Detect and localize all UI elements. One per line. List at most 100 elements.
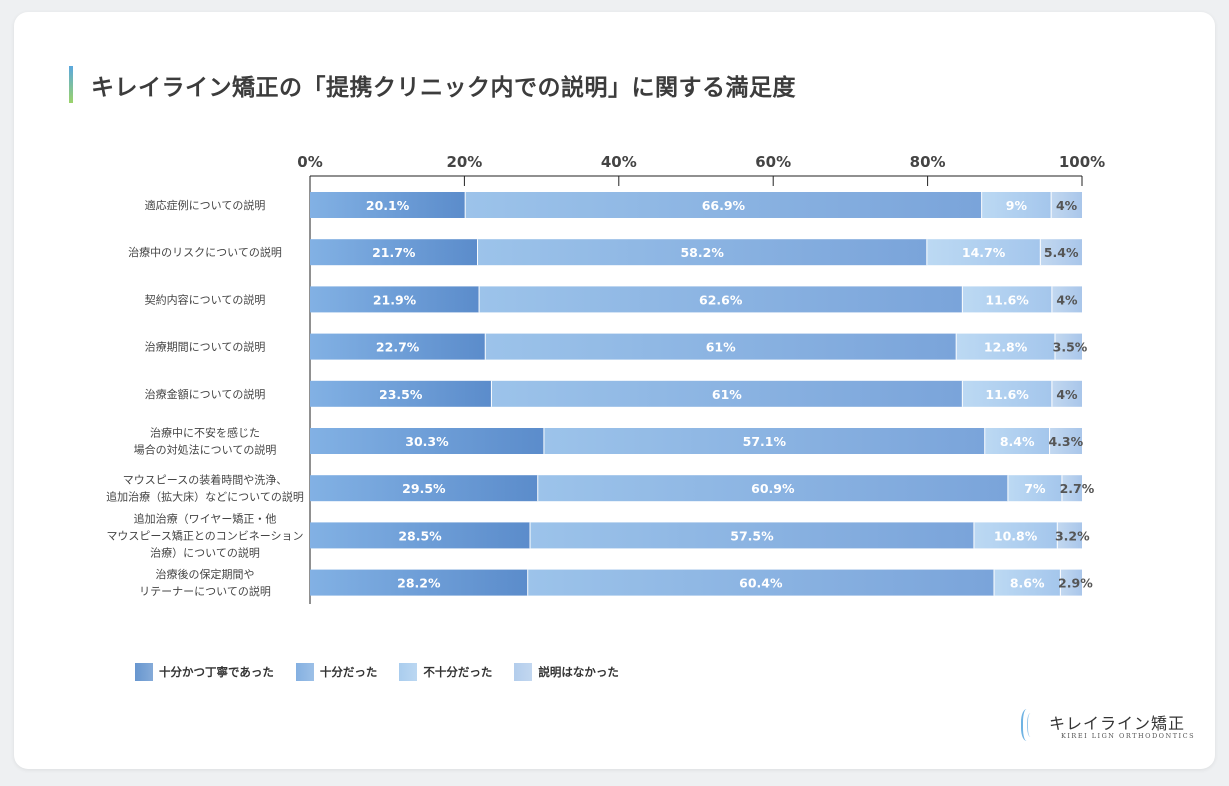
- category-label: マウスピース矯正とのコンビネーション: [106, 528, 303, 542]
- x-tick-label: 80%: [910, 153, 946, 171]
- bar-value-label: 23.5%: [379, 387, 423, 402]
- legend-swatch-3: [399, 663, 418, 681]
- bar-value-label: 14.7%: [962, 245, 1006, 260]
- bar-segment: [527, 569, 994, 596]
- bar-segment: [310, 333, 486, 360]
- category-label: 適応症例についての説明: [145, 198, 266, 212]
- legend-label-4: 説明はなかった: [538, 665, 619, 679]
- bar-segment: [981, 192, 1052, 218]
- category-label: 治療後の保定期間や: [156, 567, 255, 581]
- bar-value-label: 57.5%: [730, 528, 774, 543]
- bar-segment: [973, 522, 1058, 549]
- bar-value-label: 57.1%: [743, 434, 787, 449]
- bar-segment: [465, 192, 982, 218]
- bar-value-label: 58.2%: [680, 245, 724, 260]
- bar-segment: [1051, 380, 1082, 407]
- bar-value-label: 60.4%: [739, 576, 783, 591]
- legend-swatch-2: [295, 663, 314, 681]
- bar-segment: [530, 522, 974, 549]
- bar-value-label: 21.9%: [373, 292, 417, 307]
- bar-segment: [1007, 475, 1062, 502]
- bar-value-label: 61%: [706, 340, 736, 355]
- logo-tagline: KIREI LIGN ORTHODONTICS: [1061, 732, 1196, 740]
- legend-label-1: 十分かつ丁寧であった: [159, 665, 274, 679]
- bar-segment: [962, 286, 1052, 313]
- category-label: 追加治療（ワイヤー矯正・他: [134, 511, 277, 525]
- bar-value-label: 62.6%: [699, 292, 743, 307]
- bar-value-label: 4%: [1056, 292, 1078, 307]
- bar-segment: [479, 286, 963, 313]
- bar-value-label: 3.2%: [1055, 528, 1090, 543]
- bar-segment: [926, 239, 1041, 266]
- bar-value-label: 30.3%: [405, 434, 449, 449]
- logo-name: キレイライン矯正: [1049, 714, 1186, 733]
- bar-segment: [485, 333, 957, 360]
- bar-segment: [956, 333, 1055, 360]
- bar-segment: [310, 239, 478, 266]
- bar-value-label: 28.2%: [397, 576, 441, 591]
- chart-title: キレイライン矯正の「提携クリニック内での説明」に関する満足度: [91, 75, 796, 101]
- bar-segment: [310, 286, 480, 313]
- bar-segment: [491, 380, 963, 407]
- legend-item-4: 説明はなかった: [514, 663, 619, 681]
- bar-segment: [310, 192, 466, 218]
- brand-logo: キレイライン矯正 KIREI LIGN ORTHODONTICS: [1021, 709, 1194, 745]
- bar-segment: [1054, 333, 1082, 360]
- bar-value-label: 66.9%: [702, 198, 746, 213]
- category-label: 治療中のリスクについての説明: [128, 245, 282, 259]
- bar-segment: [310, 569, 528, 596]
- bar-value-label: 22.7%: [376, 340, 420, 355]
- x-tick-label: 60%: [755, 153, 791, 171]
- legend-label-3: 不十分だった: [423, 665, 493, 679]
- bar-segment: [537, 475, 1008, 502]
- bar-value-label: 60.9%: [751, 481, 795, 496]
- bar-value-label: 9%: [1006, 198, 1028, 213]
- bar-segment: [1049, 428, 1082, 454]
- bar-value-label: 61%: [712, 387, 742, 402]
- category-label: 契約内容についての説明: [145, 292, 266, 306]
- bar-value-label: 2.9%: [1058, 576, 1093, 591]
- bar-segment: [1061, 475, 1082, 502]
- category-label: 追加治療（拡大床）などについての説明: [106, 490, 304, 504]
- bar-value-label: 5.4%: [1044, 245, 1079, 260]
- category-label: 治療金額についての説明: [145, 387, 266, 401]
- bar-value-label: 10.8%: [994, 528, 1038, 543]
- x-tick-label: 20%: [446, 153, 482, 171]
- x-tick-label: 40%: [601, 153, 637, 171]
- legend-item-2: 十分だった: [295, 663, 378, 681]
- legend-item-1: 十分かつ丁寧であった: [135, 663, 274, 681]
- category-label: 治療期間についての説明: [145, 340, 266, 354]
- category-label: マウスピースの装着時間や洗浄、: [123, 473, 287, 487]
- bar-segment: [310, 428, 544, 454]
- category-label: 治療中に不安を感じた: [150, 426, 260, 440]
- legend-swatch-4: [514, 663, 533, 681]
- bar-value-label: 29.5%: [402, 481, 446, 496]
- bar-value-label: 4.3%: [1048, 434, 1083, 449]
- bar-segment: [1051, 192, 1082, 218]
- bar-segment: [1057, 522, 1082, 549]
- legend-swatch-1: [135, 663, 153, 681]
- legend-label-2: 十分だった: [319, 665, 378, 679]
- bar-value-label: 12.8%: [984, 340, 1028, 355]
- bar-value-label: 4%: [1056, 387, 1078, 402]
- bar-value-label: 11.6%: [985, 292, 1029, 307]
- legend-item-3: 不十分だった: [399, 663, 492, 681]
- bar-value-label: 7%: [1024, 481, 1046, 496]
- bar-value-label: 21.7%: [372, 245, 416, 260]
- bar-value-label: 28.5%: [398, 528, 442, 543]
- bar-value-label: 3.5%: [1053, 340, 1088, 355]
- category-label: 場合の対処法についての説明: [134, 443, 277, 457]
- bar-segment: [310, 475, 538, 502]
- category-label: 治療）についての説明: [150, 545, 260, 559]
- bar-value-label: 8.4%: [1000, 434, 1035, 449]
- legend: 十分かつ丁寧であった 十分だった 不十分だった 説明はなかった: [135, 663, 641, 681]
- bar-segment: [962, 380, 1052, 407]
- x-tick-label: 100%: [1059, 153, 1105, 171]
- logo-mark-icon: [1021, 709, 1035, 741]
- bar-segment: [477, 239, 927, 266]
- bar-segment: [310, 522, 531, 549]
- bar-segment: [1040, 239, 1082, 266]
- bar-segment: [993, 569, 1061, 596]
- bar-segment: [1060, 569, 1082, 596]
